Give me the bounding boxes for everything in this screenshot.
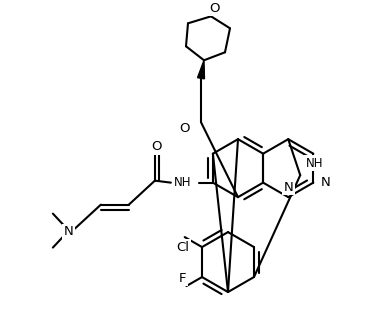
Text: N: N xyxy=(283,181,293,194)
Text: N: N xyxy=(64,225,74,238)
Text: NH: NH xyxy=(174,176,192,189)
Text: O: O xyxy=(210,2,220,15)
Text: O: O xyxy=(152,140,162,153)
Polygon shape xyxy=(198,60,205,79)
Text: O: O xyxy=(180,122,190,135)
Text: Cl: Cl xyxy=(176,241,189,253)
Text: F: F xyxy=(179,272,186,284)
Text: NH: NH xyxy=(305,157,323,170)
Text: N: N xyxy=(321,176,330,189)
